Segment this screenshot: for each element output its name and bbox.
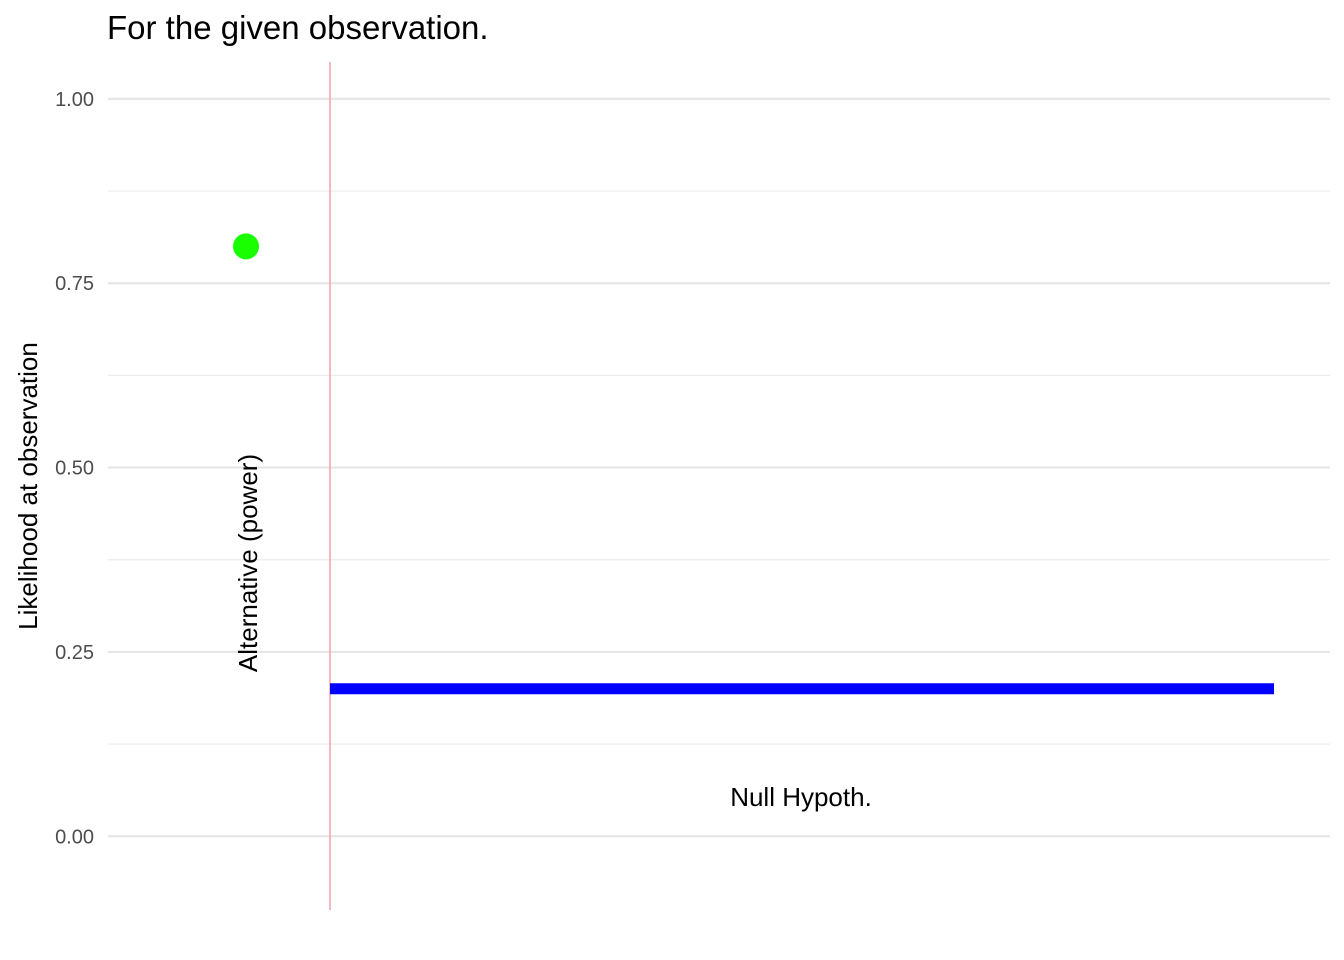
- y-tick-label: 0.00: [55, 826, 94, 848]
- y-tick-label: 0.50: [55, 458, 94, 480]
- null-hypothesis-label: Null Hypoth.: [730, 782, 872, 812]
- y-tick-label: 0.25: [55, 642, 94, 664]
- alternative-point: [233, 233, 259, 260]
- alternative-label: Alternative (power): [233, 454, 263, 672]
- chart-marks: [233, 62, 1274, 910]
- y-tick-label: 1.00: [55, 89, 94, 111]
- y-axis-title: Likelihood at observation: [13, 342, 43, 630]
- y-tick-label: 0.75: [55, 273, 94, 295]
- chart-title: For the given observation.: [107, 9, 489, 46]
- y-axis-ticks: 0.00 0.25 0.50 0.75 1.00: [55, 89, 94, 848]
- grid: [108, 97, 1330, 838]
